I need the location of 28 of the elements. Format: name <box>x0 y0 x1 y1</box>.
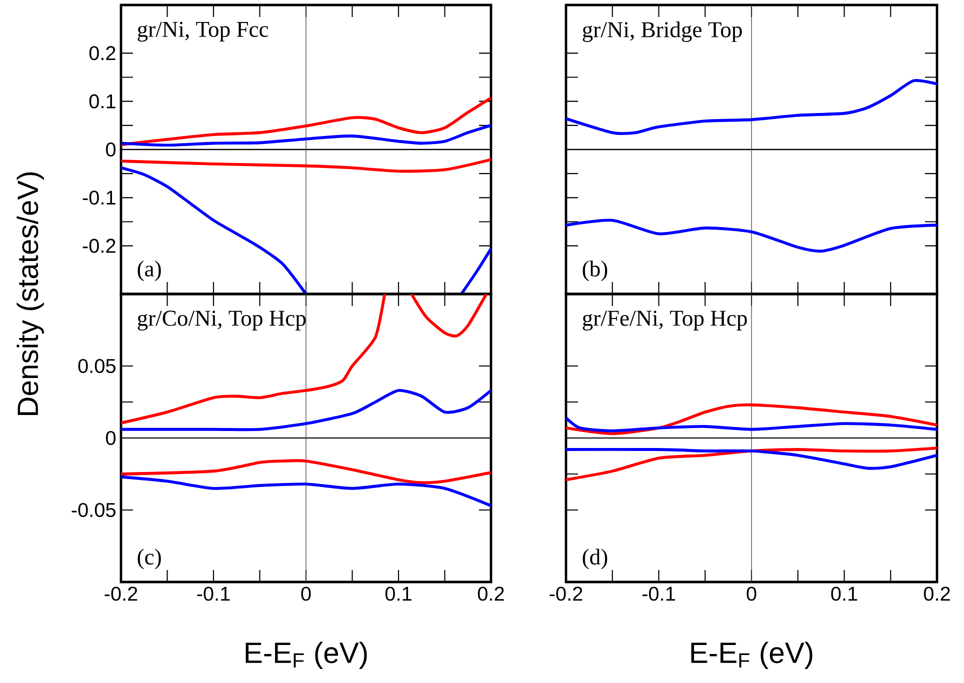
text: gr/Ni, Bridge Top <box>582 21 742 42</box>
text: gr/Ni, Top Fcc <box>138 22 268 42</box>
x-tick-label: 0 <box>746 586 756 601</box>
annotation: (d) <box>582 548 608 570</box>
y-tick-label: 0.05 <box>78 358 116 374</box>
y-tick-label: 0 <box>106 430 116 446</box>
y-tick-label: -0.2 <box>82 238 116 253</box>
x-axis-title: E-E$_{F}$ (eV) <box>691 642 812 669</box>
x-tick-label: -0.2 <box>550 586 582 601</box>
x-tick-label: 0.1 <box>385 586 412 601</box>
x-tick-label: -0.1 <box>197 586 230 601</box>
annotation: (c) <box>138 548 161 570</box>
y-tick-label: 0 <box>106 142 116 157</box>
annotation: (a) <box>138 260 161 282</box>
x-axis-title: E-E$_{F}$ (eV) <box>246 642 367 669</box>
x-tick-label: 0.2 <box>478 586 504 601</box>
y-tick-label: 0.1 <box>89 94 116 108</box>
text: gr/Fe/Ni, Top Hcp <box>582 310 747 330</box>
y-tick-label: 0.2 <box>89 46 116 60</box>
x-tick-label: 0.2 <box>924 586 950 601</box>
text: gr/Co/Ni, Top Hcp <box>138 310 306 330</box>
x-tick-label: 0.1 <box>831 586 858 601</box>
annotation: (b) <box>582 260 608 282</box>
y-tick-label: -0.1 <box>82 190 116 205</box>
x-tick-label: 0 <box>301 586 311 601</box>
y-tick-label: -0.05 <box>72 502 116 518</box>
x-tick-label: -0.1 <box>642 586 675 601</box>
y-axis-title: Density (states/eV) <box>16 172 44 416</box>
